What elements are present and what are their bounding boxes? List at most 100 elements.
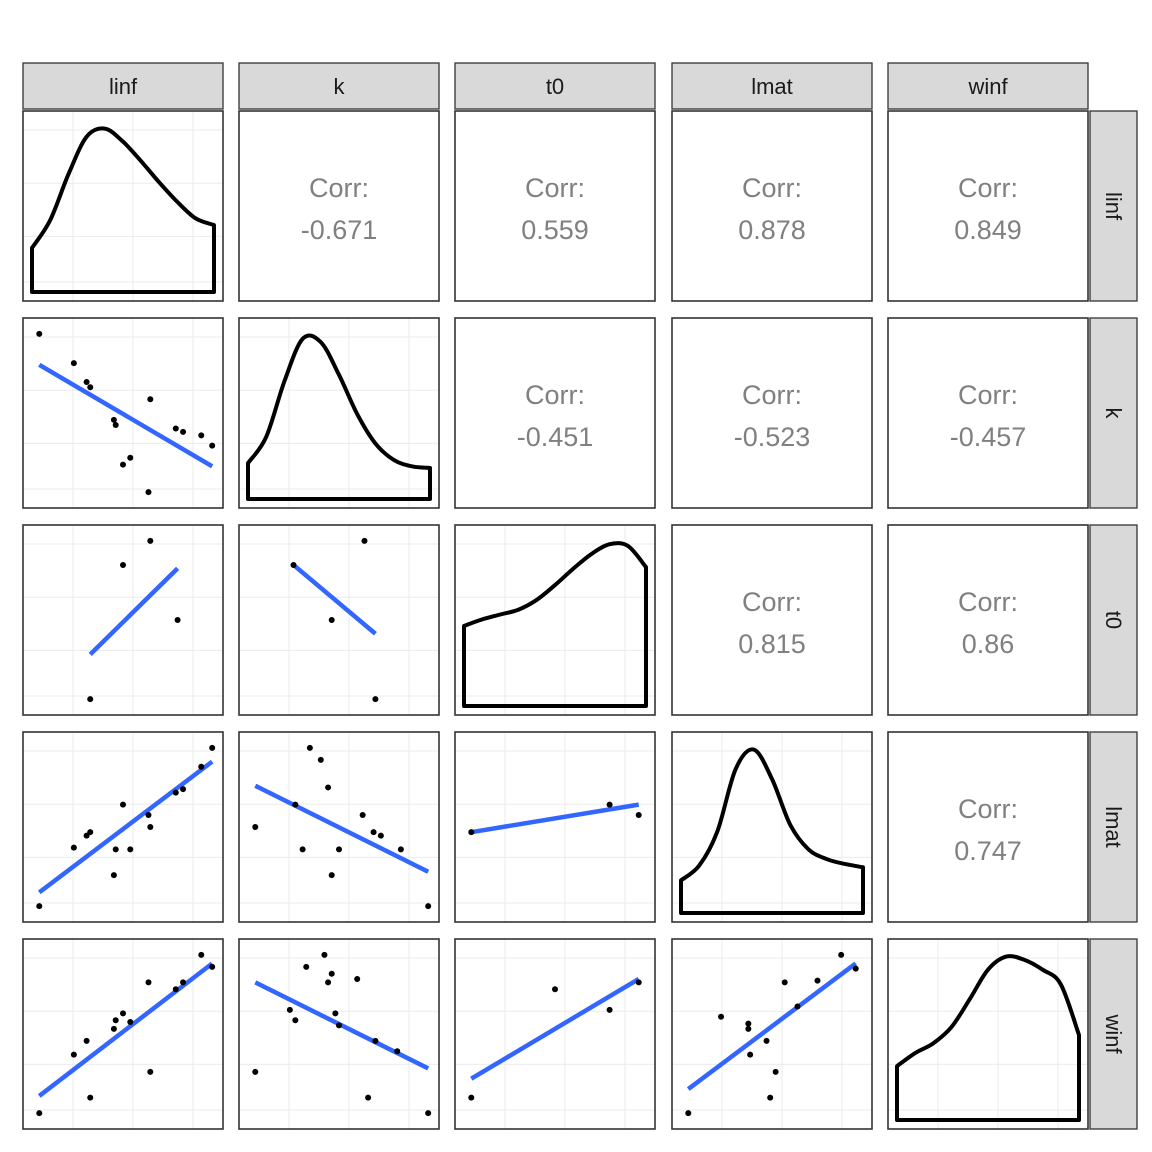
scatter-point bbox=[336, 1022, 342, 1029]
density-curve-winf bbox=[895, 954, 1081, 1122]
corr-value: 0.747 bbox=[954, 836, 1022, 866]
panel-k-linf bbox=[22, 317, 224, 509]
row-strip-k bbox=[1089, 317, 1138, 509]
scatter-point bbox=[209, 442, 216, 449]
row-strip-t0 bbox=[1089, 524, 1138, 716]
scatter-point bbox=[172, 425, 179, 432]
fit-line bbox=[254, 783, 430, 874]
fit-line bbox=[292, 563, 377, 636]
row-strip-lmat bbox=[1089, 731, 1138, 923]
corr-label: Corr: bbox=[958, 380, 1018, 410]
corr-label: Corr: bbox=[742, 173, 802, 203]
scatter-point bbox=[145, 979, 152, 986]
panel-border bbox=[454, 317, 656, 509]
scatter-point bbox=[328, 617, 335, 623]
scatter-point bbox=[468, 829, 475, 836]
scatter-point bbox=[112, 846, 119, 853]
scatter-point bbox=[172, 789, 179, 796]
panel-lmat-winf: Corr: 0.747 bbox=[887, 731, 1089, 923]
column-strip-winf bbox=[887, 62, 1089, 110]
scatter-point bbox=[147, 1068, 154, 1075]
corr-label: Corr: bbox=[309, 173, 369, 203]
panel-border bbox=[22, 524, 224, 716]
panel-background bbox=[672, 732, 872, 922]
panels: Corr: -0.671 Corr: 0.559 Corr: 0.878 Corr: 0.84… bbox=[22, 110, 1089, 1130]
scatter-point bbox=[70, 844, 77, 851]
panel-t0-winf: Corr: 0.86 bbox=[887, 524, 1089, 716]
scatter-point bbox=[120, 561, 126, 568]
panel-background bbox=[239, 318, 439, 508]
panel-border bbox=[22, 110, 224, 302]
panel-winf-linf bbox=[22, 938, 224, 1130]
panel-k-winf: Corr: -0.457 bbox=[887, 317, 1089, 509]
fit-line bbox=[38, 362, 214, 469]
scatter-point bbox=[112, 422, 119, 429]
panel-border bbox=[887, 938, 1089, 1130]
panel-background bbox=[455, 111, 655, 301]
scatter-point bbox=[606, 1006, 613, 1013]
scatter-point bbox=[120, 801, 126, 808]
scatter-point bbox=[180, 786, 187, 793]
column-label-winf: winf bbox=[967, 74, 1008, 99]
scatter-point bbox=[361, 537, 368, 544]
scatter-point bbox=[292, 1017, 299, 1024]
scatter-point bbox=[394, 1048, 401, 1055]
corr-value: -0.451 bbox=[517, 422, 594, 452]
panel-k-lmat: Corr: -0.523 bbox=[671, 317, 873, 509]
panel-border bbox=[238, 110, 440, 302]
scatter-point bbox=[147, 537, 154, 544]
column-label-k: k bbox=[334, 74, 346, 99]
corr-value: -0.671 bbox=[301, 215, 378, 245]
panel-border bbox=[22, 731, 224, 923]
panel-border bbox=[887, 317, 1089, 509]
scatter-point bbox=[325, 979, 332, 986]
scatter-point bbox=[635, 979, 642, 986]
scatter-point bbox=[180, 979, 187, 986]
panel-linf-winf: Corr: 0.849 bbox=[887, 110, 1089, 302]
panel-t0-k bbox=[238, 524, 440, 716]
panel-border bbox=[22, 317, 224, 509]
scatter-point bbox=[198, 763, 205, 770]
scatter-point bbox=[332, 1010, 339, 1017]
scatter-point bbox=[317, 756, 324, 763]
scatter-point bbox=[781, 979, 788, 986]
panel-border bbox=[238, 317, 440, 509]
panel-border bbox=[22, 938, 224, 1130]
scatter-point bbox=[325, 784, 332, 791]
corr-label: Corr: bbox=[958, 173, 1018, 203]
panel-linf-linf bbox=[22, 110, 224, 302]
panel-border bbox=[887, 731, 1089, 923]
panel-background bbox=[672, 318, 872, 508]
row-label-lmat: lmat bbox=[1101, 806, 1126, 848]
corr-label: Corr: bbox=[525, 173, 585, 203]
panel-winf-lmat bbox=[671, 938, 873, 1130]
scatter-point bbox=[147, 824, 154, 830]
scatter-point bbox=[198, 432, 205, 439]
scatter-point bbox=[83, 379, 90, 386]
scatter-point bbox=[359, 811, 366, 818]
panel-winf-t0 bbox=[454, 938, 656, 1130]
scatter-point bbox=[767, 1094, 774, 1101]
panel-background bbox=[455, 939, 655, 1129]
scatter-point bbox=[120, 1010, 126, 1017]
scatter-point bbox=[127, 846, 134, 853]
panel-border bbox=[454, 731, 656, 923]
corr-value: 0.878 bbox=[738, 215, 806, 245]
scatter-point bbox=[252, 1068, 259, 1075]
panel-background bbox=[239, 525, 439, 715]
scatter-point bbox=[306, 744, 313, 751]
panel-lmat-lmat bbox=[671, 731, 873, 923]
panel-border bbox=[671, 110, 873, 302]
scatter-point bbox=[87, 1094, 94, 1101]
scatter-point bbox=[252, 824, 259, 830]
corr-label: Corr: bbox=[742, 587, 802, 617]
panel-border bbox=[671, 731, 873, 923]
fit-line bbox=[37, 759, 214, 895]
density-curve-lmat bbox=[679, 747, 865, 915]
scatter-point bbox=[70, 360, 77, 367]
row-label-t0: t0 bbox=[1101, 611, 1126, 629]
panel-background bbox=[888, 732, 1088, 922]
row-strip-winf bbox=[1089, 938, 1138, 1130]
scatter-point bbox=[286, 1006, 293, 1013]
